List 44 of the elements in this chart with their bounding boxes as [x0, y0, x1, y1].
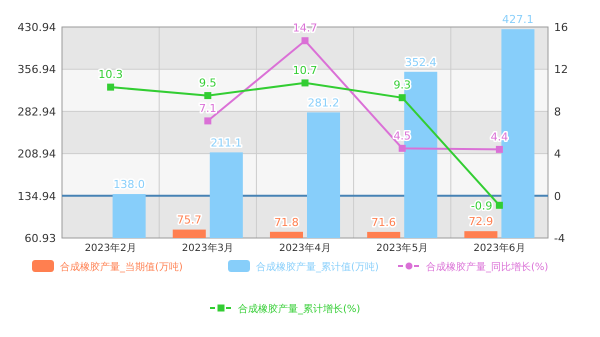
legend-label: 合成橡胶产量_累计增长(%)	[238, 303, 360, 315]
data-label: 9.5	[199, 76, 217, 90]
y2-tick-label: 0	[554, 190, 561, 203]
point	[107, 84, 114, 91]
x-tick-label: 2023年6月	[473, 242, 526, 254]
point	[398, 144, 406, 152]
data-label: 211.1	[210, 136, 242, 150]
point	[302, 79, 308, 86]
data-label: 7.1	[199, 102, 217, 115]
y-tick-label: 282.94	[18, 105, 56, 118]
y2-tick-label: 8	[554, 105, 561, 118]
data-label: 138.0	[113, 178, 145, 192]
y-tick-label: 134.94	[18, 190, 56, 203]
data-label: 71.6	[371, 216, 396, 229]
y-tick-label: 208.94	[18, 148, 56, 161]
data-label: 10.3	[98, 68, 123, 82]
y2-tick-label: 16	[554, 21, 568, 34]
point	[204, 92, 212, 100]
point	[496, 146, 503, 153]
data-label: 281.2	[308, 96, 340, 110]
point	[302, 37, 308, 44]
point	[496, 202, 503, 209]
data-label: -0.9	[470, 199, 492, 212]
legend-label: 合成橡胶产量_累计值(万吨)	[256, 261, 379, 273]
x-tick-label: 2023年4月	[279, 242, 331, 254]
data-label: 352.4	[404, 56, 436, 69]
data-label: 427.1	[502, 13, 534, 26]
y-tick-label: 430.94	[18, 21, 56, 34]
point	[398, 94, 406, 102]
y2-tick-label: 4	[554, 148, 561, 161]
x-tick-label: 2023年3月	[182, 242, 234, 254]
y-tick-label: 60.93	[24, 232, 56, 245]
data-label: 75.7	[177, 214, 202, 227]
y-tick-label: 356.94	[18, 63, 56, 76]
point	[204, 117, 212, 124]
legend-label: 合成橡胶产量_同比增长(%)	[426, 261, 548, 273]
x-tick-label: 2023年2月	[84, 242, 137, 254]
data-label: 10.7	[292, 64, 318, 77]
data-label: 71.8	[274, 216, 299, 229]
y2-tick-label: -4	[554, 232, 565, 245]
legend-label: 合成橡胶产量_当期值(万吨)	[60, 261, 183, 273]
x-tick-label: 2023年5月	[376, 242, 428, 254]
data-label: 72.9	[468, 215, 494, 228]
y2-tick-label: 12	[554, 63, 568, 76]
